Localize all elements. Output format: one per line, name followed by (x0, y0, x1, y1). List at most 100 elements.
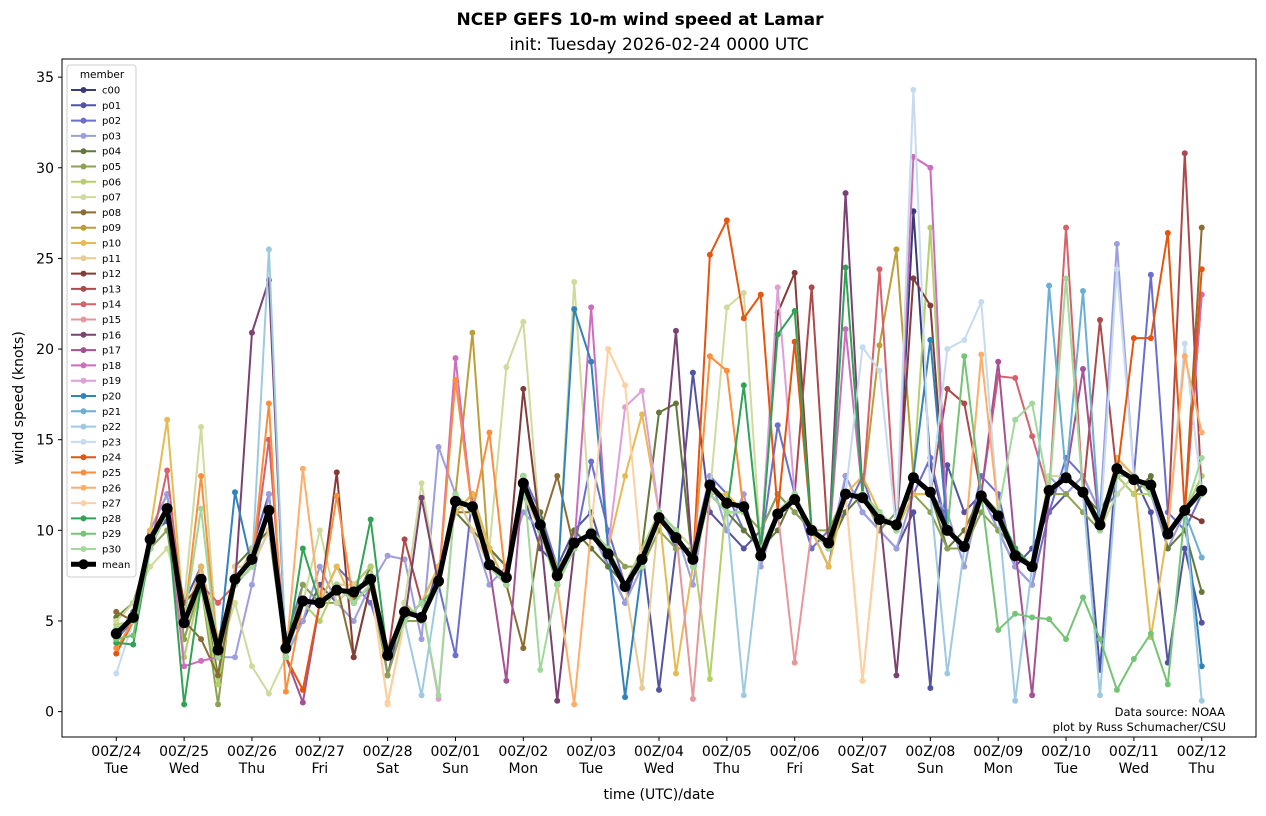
data-point-p10 (333, 563, 340, 570)
data-point-p03 (350, 617, 357, 624)
data-point-p30 (1029, 400, 1036, 407)
legend-marker (80, 530, 87, 537)
data-point-p04 (1198, 588, 1205, 595)
data-point-mean (636, 553, 648, 565)
y-tick-label: 35 (36, 70, 54, 86)
legend-item-p16: p16 (71, 330, 121, 341)
legend-label: p10 (102, 239, 121, 250)
data-point-p10 (622, 472, 629, 479)
data-point-mean (127, 611, 139, 623)
data-point-p12 (791, 269, 798, 276)
x-tick-label-day: Sun (917, 761, 944, 777)
legend-marker (80, 240, 87, 246)
y-tick-label: 15 (36, 433, 54, 449)
legend-item-p14: p14 (71, 300, 121, 311)
data-point-p12 (350, 654, 357, 661)
legend-label: p03 (102, 131, 121, 142)
credit-annotation: plot by Russ Schumacher/CSU (1053, 720, 1226, 734)
y-tick-label: 5 (45, 614, 54, 630)
legend-item-p07: p07 (71, 193, 121, 204)
data-point-p25 (113, 645, 120, 652)
data-point-p05 (384, 672, 391, 679)
data-point-p07 (316, 527, 323, 534)
data-point-p26 (1198, 429, 1205, 436)
data-point-p03 (520, 509, 527, 516)
legend-marker (80, 178, 87, 185)
x-tick-label-day: Thu (713, 761, 740, 777)
data-source-annotation: Data source: NOAA (1115, 705, 1225, 719)
legend-item-p30: p30 (71, 545, 121, 556)
legend-marker (80, 423, 87, 430)
legend-marker (80, 117, 87, 124)
y-axis: 0 5 10 15 20 25 30 35 (36, 70, 62, 721)
data-point-p22 (1096, 692, 1103, 699)
data-point-p06 (367, 563, 374, 570)
data-point-p08 (113, 608, 120, 615)
legend-label: p29 (102, 529, 121, 540)
legend-marker (80, 347, 87, 354)
legend-label: p20 (102, 392, 121, 403)
data-point-p01 (689, 369, 696, 376)
data-point-mean (433, 575, 445, 587)
data-point-mean (449, 495, 461, 507)
data-point-p30 (198, 505, 205, 512)
data-point-p24 (299, 686, 306, 693)
legend-marker (80, 469, 87, 476)
data-point-p03 (859, 509, 866, 516)
legend: member c00 p01 p02 p03 p04 p05 p06 p07 p08 p09 p10… (66, 64, 137, 578)
data-point-mean (551, 570, 563, 582)
data-point-p04 (1147, 472, 1154, 479)
data-point-p03 (418, 636, 425, 643)
legend-item-p17: p17 (71, 346, 121, 357)
x-tick-label-time: 00Z/04 (634, 744, 684, 760)
data-point-p07 (503, 364, 510, 371)
data-point-p07 (571, 278, 578, 285)
data-point-mean (1043, 484, 1055, 496)
data-point-p20 (1198, 663, 1205, 670)
legend-item-c00: c00 (71, 86, 120, 97)
data-point-mean (246, 553, 258, 565)
data-point-mean (975, 490, 987, 502)
data-point-p29 (1080, 594, 1087, 601)
data-point-p04 (656, 409, 662, 416)
data-point-p30 (1198, 454, 1205, 461)
data-point-p12 (520, 385, 527, 392)
data-point-mean (483, 559, 495, 571)
legend-marker (80, 285, 87, 292)
data-point-p24 (1147, 335, 1154, 342)
data-point-p21 (1046, 282, 1053, 289)
legend-marker (80, 454, 87, 461)
data-point-p06 (706, 675, 713, 682)
x-tick-label-day: Tue (1053, 761, 1078, 777)
data-point-p17 (1029, 692, 1036, 699)
legend-marker (80, 438, 87, 445)
data-point-p18 (910, 153, 917, 160)
data-point-p30 (554, 581, 561, 588)
legend-marker (80, 87, 87, 93)
data-point-p12 (927, 302, 934, 309)
data-point-p18 (198, 657, 205, 664)
y-axis-label: wind speed (knots) (11, 331, 27, 465)
legend-label: p14 (102, 300, 121, 311)
data-point-p26 (299, 465, 306, 472)
data-point-mean (670, 532, 682, 544)
data-point-p14 (1063, 224, 1070, 231)
data-point-p10 (672, 670, 679, 677)
chart-title: NCEP GEFS 10-m wind speed at Lamar (457, 10, 825, 30)
data-point-p13 (1181, 150, 1188, 157)
data-point-p21 (1198, 554, 1205, 561)
x-tick-label-day: Wed (169, 761, 200, 777)
data-point-p08 (1198, 224, 1205, 231)
plot-area (110, 86, 1208, 708)
legend-item-p25: p25 (71, 468, 121, 479)
data-point-p20 (231, 489, 238, 496)
data-point-p23 (910, 86, 917, 93)
legend-item-p19: p19 (71, 376, 121, 387)
legend-item-p13: p13 (71, 284, 121, 295)
data-point-p21 (1080, 288, 1087, 295)
data-point-p24 (723, 217, 730, 224)
data-point-p07 (147, 563, 154, 570)
data-point-p12 (333, 469, 340, 476)
data-point-mean (314, 597, 326, 609)
data-point-p22 (418, 692, 425, 699)
